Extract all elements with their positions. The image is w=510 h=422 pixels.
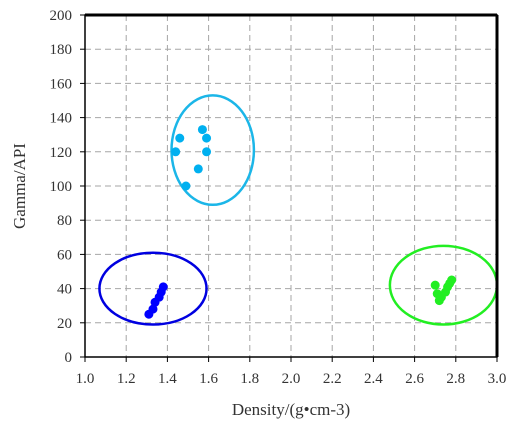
x-tick-label: 2.0 <box>282 371 301 387</box>
y-tick-label: 140 <box>50 111 73 127</box>
y-tick-label: 20 <box>57 316 72 332</box>
x-tick-labels: 1.0 1.2 1.4 1.6 1.8 2.0 2.2 2.4 2.6 2.8 3.0 <box>76 357 507 387</box>
y-tick-label: 160 <box>50 76 73 92</box>
x-tick-label: 1.2 <box>117 371 136 387</box>
data-point <box>193 164 203 174</box>
y-axis-label: Gamma/API <box>10 143 29 229</box>
data-point <box>171 147 181 157</box>
x-tick-label: 3.0 <box>488 371 507 387</box>
y-tick-label: 80 <box>57 213 72 229</box>
y-tick-labels: 0 20 40 60 80 100 120 140 160 180 200 <box>50 8 85 366</box>
x-tick-label: 1.4 <box>158 371 177 387</box>
x-tick-label: 1.0 <box>76 371 95 387</box>
x-tick-label: 2.6 <box>405 371 424 387</box>
y-tick-label: 180 <box>50 42 73 58</box>
data-point <box>158 282 168 292</box>
x-tick-label: 1.8 <box>240 371 259 387</box>
y-tick-label: 100 <box>50 179 73 195</box>
y-tick-label: 40 <box>57 282 72 298</box>
x-tick-label: 1.6 <box>199 371 218 387</box>
y-tick-label: 0 <box>65 350 73 366</box>
x-tick-label: 2.8 <box>446 371 465 387</box>
cluster-ellipse-2 <box>98 251 208 326</box>
data-point <box>175 133 185 143</box>
y-tick-label: 60 <box>57 247 72 263</box>
data-point <box>202 147 212 157</box>
x-tick-label: 2.4 <box>364 371 383 387</box>
data-point <box>181 181 191 191</box>
y-tick-label: 200 <box>50 8 73 24</box>
data-points <box>144 125 457 319</box>
x-tick-label: 2.2 <box>323 371 342 387</box>
data-point <box>197 125 207 135</box>
grid-lines <box>85 15 497 357</box>
data-point <box>148 304 158 314</box>
x-axis-label: Density/(g•cm-3) <box>232 400 350 419</box>
data-point <box>430 280 440 290</box>
y-tick-label: 120 <box>50 145 73 161</box>
data-point <box>202 133 212 143</box>
data-point <box>447 275 457 285</box>
